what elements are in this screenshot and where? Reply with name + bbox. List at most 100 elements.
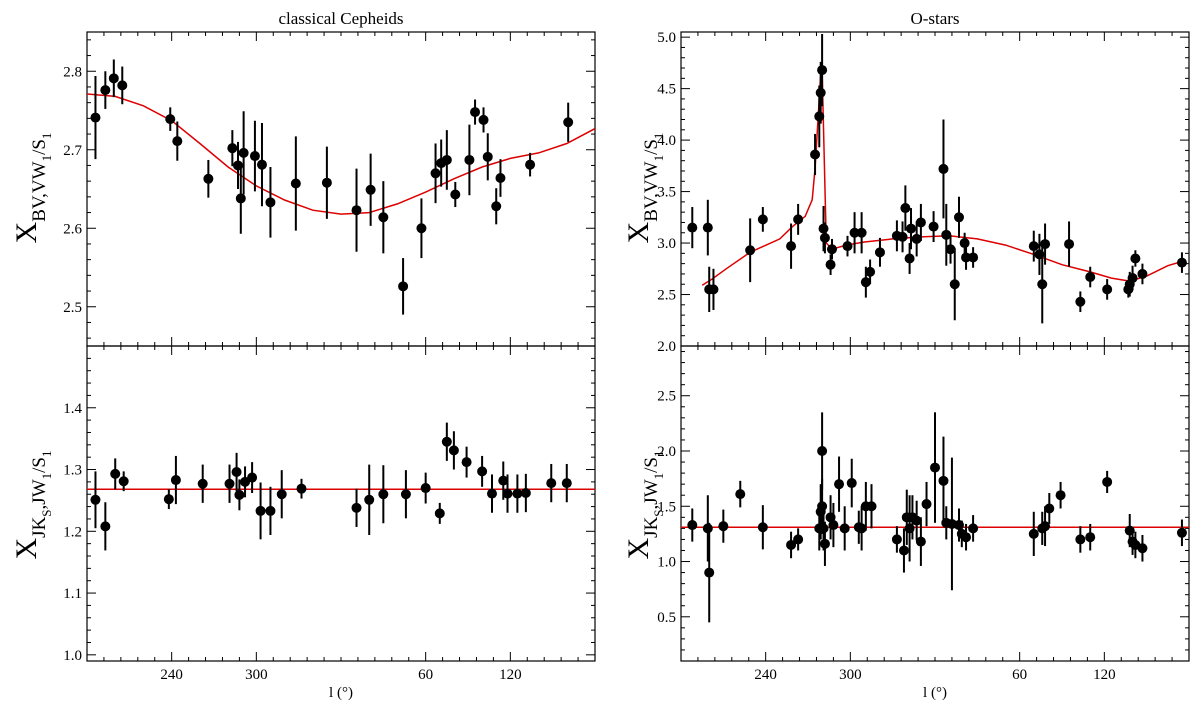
y-tick-label: 4.5 (657, 82, 676, 98)
data-point (238, 147, 249, 158)
y-axis-label-part: 1 (651, 133, 666, 140)
data-point (1137, 268, 1148, 279)
data-point (839, 523, 850, 534)
data-point (818, 223, 829, 234)
data-point (968, 523, 979, 534)
data-point (464, 154, 475, 165)
data-point (416, 223, 427, 234)
data-point (959, 238, 970, 249)
x-tick-label: 240 (754, 667, 777, 683)
data-point (434, 508, 445, 519)
data-point (735, 489, 746, 500)
data-point (866, 501, 877, 512)
data-point (745, 245, 756, 256)
data-point (953, 212, 964, 223)
data-point (227, 143, 238, 154)
data-point (90, 112, 101, 123)
data-point (865, 266, 876, 277)
data-point (486, 488, 497, 499)
y-axis-label: XJKS,JW1/S1 (10, 451, 54, 560)
data-point (430, 168, 441, 179)
data-point (819, 538, 830, 549)
data-point (842, 241, 853, 252)
data-point (165, 114, 176, 125)
y-tick-label: 1.1 (63, 586, 82, 602)
data-point (1127, 273, 1138, 284)
data-point (441, 436, 452, 447)
data-point (911, 515, 922, 526)
data-point (520, 488, 531, 498)
y-tick-label: 2.7 (63, 143, 82, 159)
data-point (498, 475, 509, 486)
data-point (265, 197, 276, 208)
y-axis-label-part: 1 (39, 133, 54, 140)
y-tick-label: 2.0 (657, 444, 676, 460)
data-point (525, 159, 536, 170)
data-point (495, 173, 506, 184)
data-point (265, 505, 276, 516)
data-point (108, 73, 119, 84)
data-point (351, 205, 362, 216)
data-point (702, 523, 713, 534)
plot-frame (86, 31, 596, 347)
data-point (1040, 521, 1051, 532)
data-point (757, 214, 768, 225)
data-point (928, 221, 939, 232)
data-point (224, 478, 235, 489)
data-point (441, 154, 452, 165)
data-point (235, 193, 246, 204)
data-point (100, 85, 111, 96)
data-point (110, 468, 121, 479)
data-point (351, 502, 362, 513)
y-axis-label-part: /S (641, 139, 662, 155)
data-point (930, 462, 940, 473)
y-tick-label: 0.5 (657, 610, 676, 626)
data-point (815, 87, 826, 98)
data-point (234, 489, 245, 500)
data-point (817, 501, 828, 512)
y-tick-label: 1.4 (63, 401, 82, 417)
data-point (470, 107, 481, 118)
y-axis-label-part: /S (641, 457, 662, 473)
y-axis-label-part: X (10, 221, 43, 243)
data-point (1055, 490, 1066, 501)
data-point (786, 539, 797, 550)
plot-area (681, 412, 1189, 623)
fit-line (87, 93, 595, 215)
data-point (938, 163, 949, 174)
data-point (502, 488, 513, 499)
panel-title: O-stars (910, 9, 959, 28)
y-axis-label-part: 1 (651, 451, 666, 458)
data-point (961, 252, 972, 263)
data-point (100, 521, 111, 532)
data-point (814, 111, 825, 122)
y-axis-label: XBV,VW1/S1 (10, 133, 54, 244)
y-axis-label-part: 1 (39, 451, 54, 458)
panel-title: classical Cepheids (278, 9, 403, 28)
y-tick-label: 1.5 (657, 499, 676, 515)
data-point (810, 149, 821, 160)
plot-area (687, 34, 1187, 324)
data-point (378, 212, 389, 223)
data-point (817, 65, 828, 76)
y-axis-label: XBV,VW1/S1 (622, 133, 666, 244)
data-point (276, 489, 287, 500)
data-point (687, 222, 698, 233)
data-point (1085, 532, 1096, 543)
data-point (163, 494, 174, 505)
y-tick-label: 4.0 (657, 133, 676, 149)
data-point (938, 475, 949, 486)
y-tick-label: 2.5 (63, 300, 82, 316)
data-point (915, 536, 926, 547)
data-point (786, 241, 797, 252)
data-point (968, 252, 979, 263)
data-point (450, 189, 461, 200)
data-point (1102, 476, 1113, 487)
data-point (461, 457, 472, 468)
data-point (296, 483, 307, 494)
y-axis-label-part: 1 (39, 473, 54, 480)
y-tick-label: 3.0 (657, 236, 676, 252)
data-point (819, 232, 830, 243)
